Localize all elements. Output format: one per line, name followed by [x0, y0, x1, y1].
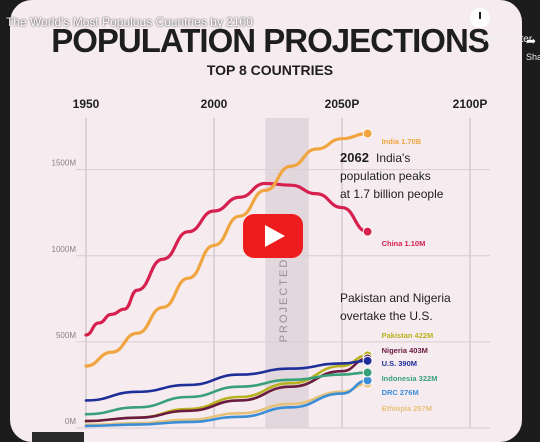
series-end-label: U.S. 390M	[382, 359, 417, 368]
annotation-india-peak-text: India's population peaks at 1.7 billion …	[340, 151, 444, 201]
watch-later-icon[interactable]	[470, 8, 490, 28]
annotation-india-peak-year: 2062	[340, 150, 369, 165]
series-end-marker	[362, 226, 373, 237]
series-end-label: Nigeria 403M	[382, 346, 428, 355]
y-tick-label: 1500M	[52, 159, 77, 168]
annotation-india-peak: 2062 India's population peaks at 1.7 bil…	[340, 150, 444, 201]
series-line-china	[84, 181, 370, 337]
series-end-marker	[362, 355, 373, 366]
projected-band	[265, 118, 309, 428]
series-line-india	[84, 131, 370, 368]
progress-bar[interactable]	[32, 432, 84, 442]
annotation-overtake: Pakistan and Nigeria overtake the U.S.	[340, 291, 454, 323]
annotation-overtake-text: Pakistan and Nigeria overtake the U.S.	[340, 291, 454, 323]
series-end-label: Pakistan 422M	[382, 331, 434, 340]
share-icon[interactable]: ➦	[526, 34, 537, 48]
x-tick-label: 2100P	[453, 97, 488, 111]
series-end-label: India 1.70B	[382, 137, 422, 146]
play-button[interactable]	[243, 214, 303, 258]
play-icon	[265, 225, 285, 247]
y-axis-ticks: 0M 500M 1000M 1500M	[52, 159, 77, 426]
x-axis-ticks: 1950 2000 2050P 2100P	[73, 97, 488, 111]
series-end-label: Indonesia 322M	[382, 374, 438, 383]
series-end-marker	[362, 128, 373, 139]
projected-label: PROJECTED	[278, 258, 290, 343]
series-end-label: Ethiopia 257M	[382, 404, 432, 413]
watch-later-label[interactable]: Watch later	[482, 34, 533, 45]
y-tick-label: 500M	[56, 331, 76, 340]
y-tick-label: 1000M	[52, 245, 77, 254]
x-tick-label: 2000	[201, 97, 228, 111]
series-end-label: China 1.10M	[382, 239, 426, 248]
share-label[interactable]: Share	[526, 52, 540, 62]
series-markers	[362, 128, 373, 389]
series-end-labels: Ethiopia 257M DRC 276M Pakistan 422M Nigeri…	[382, 137, 438, 413]
series-end-marker	[362, 367, 373, 378]
series-line-drc	[84, 379, 369, 428]
series-line-us.	[84, 359, 369, 402]
series-line-indonesia	[84, 371, 369, 416]
y-tick-label: 0M	[65, 417, 76, 426]
x-tick-label: 2050P	[325, 97, 360, 111]
series-line-nigeria	[84, 357, 369, 423]
video-title[interactable]: The World's Most Populous Countries by 2…	[6, 15, 253, 29]
series-lines	[84, 131, 370, 428]
chart-subtitle: TOP 8 COUNTRIES	[207, 62, 333, 78]
series-line-ethiopia	[84, 382, 369, 427]
series-end-label: DRC 276M	[382, 388, 419, 397]
x-tick-label: 1950	[73, 97, 100, 111]
chart-title: POPULATION PROJECTIONS	[51, 22, 489, 59]
